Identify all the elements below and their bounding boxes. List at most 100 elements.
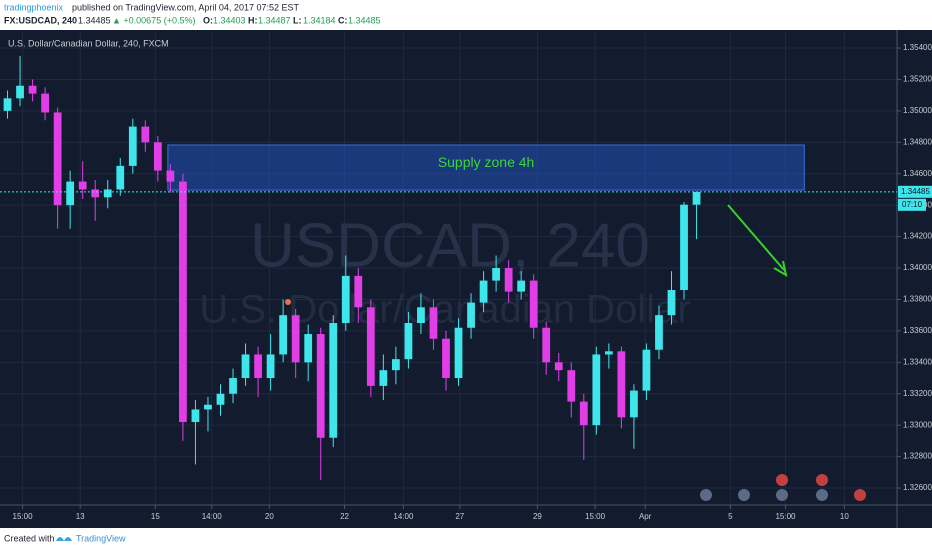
candle-body <box>542 327 551 363</box>
candle-body <box>291 315 300 363</box>
x-tick-label: 14:00 <box>202 512 223 521</box>
candle-body <box>630 390 638 418</box>
x-tick-label: 27 <box>455 512 464 521</box>
symbol: FX:USDCAD, 240 <box>4 15 77 25</box>
publisher[interactable]: tradingphoenix <box>4 2 64 12</box>
y-tick-label: 1.34200 <box>903 232 932 241</box>
x-tick-label: 22 <box>340 512 349 521</box>
ohlc: O: 1.34403 H: 1.34487 L: 1.34184 C: 1.34485 <box>203 15 381 25</box>
candle-body <box>492 268 500 281</box>
candle-body <box>153 142 162 171</box>
zone-group: Supply zone 4h <box>167 144 805 191</box>
supply-zone <box>167 144 805 191</box>
candle-body <box>341 275 350 324</box>
x-tick-label: 15 <box>151 512 160 521</box>
candle-body <box>617 351 626 418</box>
candle-body <box>103 189 112 198</box>
candle-body <box>655 315 663 350</box>
candle-body <box>28 85 37 94</box>
countdown-bg <box>898 198 926 211</box>
candle-body <box>3 98 12 111</box>
candle-body <box>53 112 62 206</box>
y-tick-label: 1.34600 <box>903 169 932 178</box>
event-icon[interactable] <box>816 489 828 501</box>
y-tick-label: 1.33800 <box>903 295 932 304</box>
footer-logo <box>56 537 72 541</box>
zone-label: Supply zone 4h <box>438 154 535 170</box>
ohlc-value: 1.34184 <box>303 15 336 25</box>
candle-body <box>429 307 438 339</box>
candle-body <box>592 354 601 426</box>
ohlc-key: H: <box>248 15 258 25</box>
ohlc-key: C: <box>338 15 348 25</box>
candle-body <box>91 189 100 198</box>
x-tick-label: 10 <box>840 512 849 521</box>
x-tick-label: 29 <box>533 512 542 521</box>
candle-body <box>116 165 125 190</box>
candle-body <box>642 349 651 391</box>
x-tick-label: Apr <box>639 512 652 521</box>
x-tick-label: 15:00 <box>775 512 796 521</box>
x-tick-label: 14:00 <box>393 512 414 521</box>
candle-body <box>604 351 613 355</box>
candle-body <box>680 204 688 291</box>
event-icon[interactable] <box>700 489 712 501</box>
y-tick-label: 1.35000 <box>903 106 932 115</box>
candle-body <box>204 404 212 410</box>
candle-body <box>667 290 676 316</box>
candle-body <box>579 401 588 426</box>
watermark-symbol: USDCAD, 240 <box>250 211 650 280</box>
candle-body <box>279 315 288 355</box>
ohlc-value: 1.34485 <box>348 15 381 25</box>
y-tick-label: 1.33600 <box>903 326 932 335</box>
candle-body <box>229 378 237 394</box>
candles <box>3 55 701 481</box>
candle-body <box>316 334 325 438</box>
footer-brand[interactable]: TradingView <box>76 533 126 543</box>
arrow-head <box>773 260 788 278</box>
ohlc-key: L: <box>293 15 302 25</box>
price-label-bg <box>898 185 932 198</box>
countdown: 07:10 <box>902 200 923 209</box>
marker-dot <box>285 299 291 305</box>
candle-body <box>78 181 87 190</box>
x-tick-label: 15:00 <box>13 512 34 521</box>
y-tick-label: 1.32600 <box>903 483 932 492</box>
published: published on TradingView.com, April 04, … <box>72 2 299 12</box>
x-tick-label: 15:00 <box>585 512 606 521</box>
x-tick-label: 13 <box>76 512 85 521</box>
candle-body <box>417 307 425 324</box>
price-label: 1.34485 <box>901 187 930 196</box>
arrow <box>727 204 785 271</box>
candle-body <box>467 302 475 328</box>
candle-body <box>329 323 338 438</box>
ohlc-key: O: <box>203 15 213 25</box>
candle-body <box>404 323 413 360</box>
x-tick-label: 20 <box>265 512 274 521</box>
candle-body <box>16 85 24 99</box>
event-icon[interactable] <box>776 474 788 486</box>
grid <box>0 32 897 505</box>
change: ▲ +0.00675 (+0.5%) <box>112 15 195 25</box>
x-tick-label: 5 <box>728 512 733 521</box>
y-tick-label: 1.33400 <box>903 357 932 366</box>
ohlc-value: 1.34487 <box>258 15 291 25</box>
y-tick-label: 1.35200 <box>903 75 932 84</box>
candle-body <box>266 354 275 379</box>
event-icon[interactable] <box>816 474 828 486</box>
event-icon[interactable] <box>776 489 788 501</box>
candle-body <box>354 275 363 308</box>
candle-body <box>479 280 488 303</box>
y-tick-label: 1.35400 <box>903 43 932 52</box>
footer-bg <box>0 528 932 550</box>
event-icon[interactable] <box>854 489 866 501</box>
axes: 1.32600 1.32800 1.33000 1.33200 1.33400 1.336… <box>0 43 932 521</box>
event-icon[interactable] <box>738 489 750 501</box>
candle-body <box>379 370 388 386</box>
candle-body <box>391 359 400 371</box>
candle-body <box>166 170 175 182</box>
candle-body <box>554 362 563 371</box>
candle-body <box>366 307 375 386</box>
header-bg <box>0 0 932 30</box>
